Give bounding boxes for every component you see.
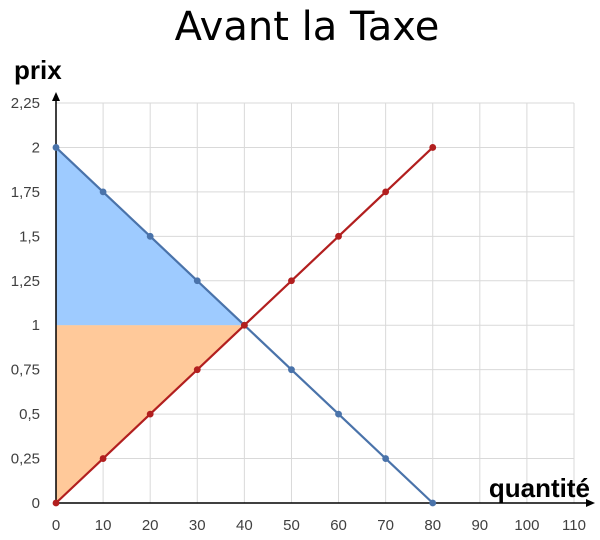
y-axis-label: prix [14,55,62,85]
x-tick-label: 80 [424,517,441,534]
y-tick-label: 2 [32,139,40,156]
x-tick-label: 90 [471,517,488,534]
y-tick-label: 0,5 [19,406,40,423]
series-2-point [429,144,437,151]
y-tick-label: 1,25 [11,273,40,290]
x-tick-label: 40 [236,517,253,534]
y-tick-label: 1 [32,317,40,334]
y-tick-label: 0,75 [11,362,40,379]
x-tick-label: 20 [142,517,159,534]
x-tick-label: 110 [562,517,586,534]
series-2-point [240,321,248,329]
series-group [52,144,437,507]
series-1-point [52,144,60,151]
x-tick-label: 70 [377,517,394,534]
series-1-point [429,499,437,507]
series-2-point [382,188,390,196]
y-tick-label: 1,75 [11,184,40,201]
y-axis-arrow [52,92,60,101]
series-2-point [146,410,154,418]
x-tick-label: 0 [52,517,60,534]
axes [52,92,595,507]
x-axis-arrow [586,499,595,507]
series-1-point [146,232,154,240]
series-1-point [335,410,342,418]
series-2-point [288,277,295,285]
x-tick-label: 60 [330,517,347,534]
x-tick-label: 10 [95,517,112,534]
chart-title: Avant la Taxe [175,4,440,50]
y-tick-label: 2,25 [11,95,40,112]
series-1-point [99,188,107,196]
series-2-point [99,455,107,462]
series-1-point [288,366,295,374]
x-tick-label: 50 [283,517,300,534]
x-axis-label: quantité [489,473,590,503]
y-tick-label: 0 [32,495,40,512]
series-1-point [193,277,201,285]
series-2-point [52,499,60,507]
series-2-point [335,232,342,240]
y-tick-label: 1,5 [19,228,40,245]
x-tick-label: 30 [189,517,206,534]
series-2-point [193,366,201,374]
y-tick-labels: 0 0,25 0,5 0,75 1 1,25 1,5 1,75 2 2,25 [11,95,40,512]
x-tick-labels: 0 10 20 30 40 50 60 70 80 90 100 110 [52,517,586,534]
x-tick-label: 100 [514,517,539,534]
series-1-point [382,455,390,462]
y-tick-label: 0,25 [11,451,40,468]
